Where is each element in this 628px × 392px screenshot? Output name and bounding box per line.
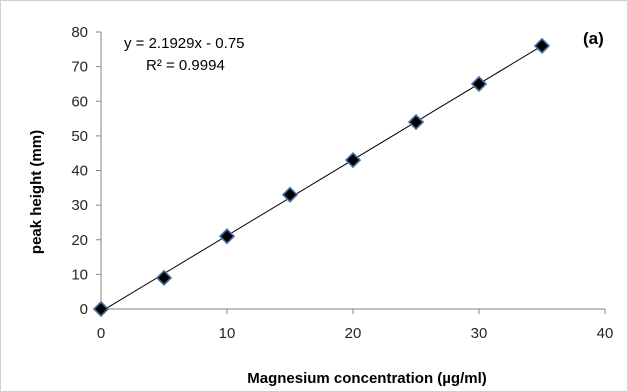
y-tick-label: 70 (71, 59, 88, 76)
y-tick-label: 60 (71, 93, 88, 110)
x-ticks: 0 10 20 30 40 (97, 309, 614, 342)
data-point (407, 113, 425, 131)
y-ticks: 0 10 20 30 40 50 60 70 80 (71, 24, 101, 318)
x-tick-label: 40 (597, 325, 614, 342)
data-point (92, 300, 110, 318)
y-axis-title: peak height (mm) (28, 130, 45, 254)
y-tick-label: 20 (71, 232, 88, 249)
panel-label: (a) (583, 29, 604, 48)
data-point (281, 186, 299, 203)
data-point (218, 228, 236, 245)
data-points (92, 37, 551, 318)
y-tick-label: 30 (71, 197, 88, 214)
y-tick-label: 0 (80, 301, 88, 318)
x-axis-title: Magnesium concentration (µg/ml) (247, 370, 487, 387)
data-point (533, 37, 551, 54)
trendline (100, 45, 543, 313)
y-tick-label: 10 (71, 266, 88, 283)
x-tick-label: 10 (219, 325, 236, 342)
x-tick-label: 30 (471, 325, 488, 342)
data-point (155, 269, 173, 286)
x-tick-label: 20 (345, 325, 362, 342)
x-tick-label: 0 (97, 325, 105, 342)
r-squared-label: R² = 0.9994 (146, 57, 225, 74)
data-point (344, 151, 362, 169)
y-tick-label: 50 (71, 128, 88, 145)
y-tick-label: 80 (71, 24, 88, 41)
data-point (470, 75, 488, 93)
equation-label: y = 2.1929x - 0.75 (124, 35, 245, 52)
y-tick-label: 40 (71, 163, 88, 180)
